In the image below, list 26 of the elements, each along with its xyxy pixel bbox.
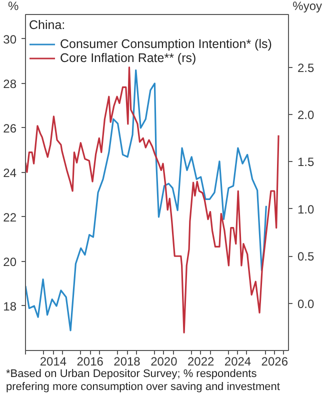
y2-tick-label: 1.5 xyxy=(298,155,315,170)
legend-title: China: xyxy=(29,18,66,32)
x-tick-label: 2014 xyxy=(40,354,67,368)
y-axis-title: % xyxy=(8,0,19,13)
y2-axis-title: %yoy xyxy=(292,0,322,13)
y-tick-label: 24 xyxy=(3,166,17,180)
text: *Based on Urban Depositor Survey; % respondents prefering more consumption over saving and investment xyxy=(6,368,281,394)
x-tick-label: 2022 xyxy=(187,354,215,368)
y-tick-label: 26 xyxy=(3,121,17,136)
y2-tick-label: 1.0 xyxy=(298,202,315,216)
legend-label: Consumer Consumption Intention* (ls) xyxy=(60,37,272,51)
y2-tick-label: 2.5 xyxy=(298,60,315,75)
x-tick-label: 2020 xyxy=(150,354,178,368)
x-tick-label: 2026 xyxy=(261,354,288,368)
y-tick-label: 28 xyxy=(3,76,17,91)
y2-tick-label: 2.0 xyxy=(298,108,315,122)
x-tick-label: 2016 xyxy=(76,354,104,368)
y2-tick-label: 0.5 xyxy=(298,250,315,264)
y-tick-label: 20 xyxy=(3,254,17,269)
y-tick-label: 18 xyxy=(3,299,17,314)
y-tick-label: 22 xyxy=(3,210,17,224)
legend-label: Core Inflation Rate** (rs) xyxy=(60,51,196,65)
x-tick-label: 2018 xyxy=(114,354,141,368)
y2-tick-label: 0.0 xyxy=(298,296,315,311)
x-tick-label: 2024 xyxy=(224,354,252,368)
y-tick-label: 30 xyxy=(3,32,17,46)
